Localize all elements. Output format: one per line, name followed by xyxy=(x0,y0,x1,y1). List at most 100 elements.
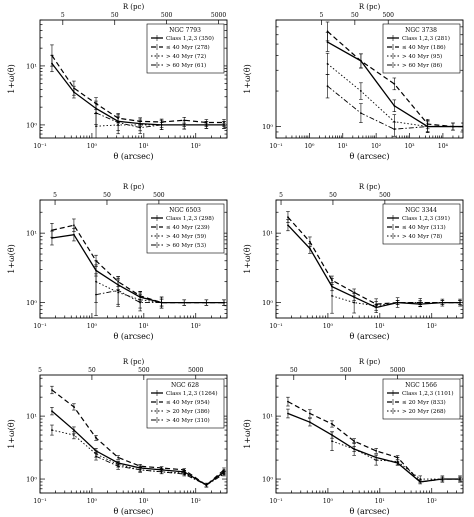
top-tick-label: 5000 xyxy=(390,367,405,374)
data-point xyxy=(441,478,444,480)
x-tick-label: 10³ xyxy=(404,143,415,150)
legend-entry: > 60 Myr (53) xyxy=(166,242,206,249)
legend-box xyxy=(382,23,461,74)
data-point xyxy=(287,400,289,403)
data-point xyxy=(73,434,75,436)
data-point xyxy=(183,473,186,475)
x-tick-label: 10⁴ xyxy=(438,143,449,150)
data-point xyxy=(353,448,356,450)
data-point xyxy=(393,82,396,85)
legend-entry: > 20 Myr (386) xyxy=(166,408,210,415)
x-tick-label: 10⁻¹ xyxy=(269,498,282,505)
top-tick-label: 500 xyxy=(382,12,394,19)
data-point xyxy=(360,90,362,92)
data-layer xyxy=(50,44,226,138)
y-tick-label: 10⁰ xyxy=(26,299,37,307)
legend-entry: Class 1,2,3 (350) xyxy=(166,35,214,42)
series-4 xyxy=(94,452,226,488)
x-tick-label: 10¹ xyxy=(338,143,348,150)
data-point xyxy=(51,429,53,431)
data-point xyxy=(95,111,97,114)
series-line xyxy=(287,412,460,483)
data-point xyxy=(139,126,142,129)
data-point xyxy=(51,54,53,57)
x-tick-label: 10¹ xyxy=(139,323,149,330)
series-3 xyxy=(50,424,226,488)
x-tick-label: 10⁰ xyxy=(87,323,98,330)
series-line xyxy=(51,429,225,486)
data-point xyxy=(309,421,311,424)
series-line xyxy=(287,401,460,483)
x-tick-label: 10² xyxy=(191,498,202,505)
data-point xyxy=(353,440,356,443)
data-point xyxy=(375,449,378,452)
data-point xyxy=(139,468,142,471)
data-point xyxy=(160,470,163,473)
data-point xyxy=(393,104,396,107)
top-tick-label: 5 xyxy=(279,192,283,199)
legend-entry: > 40 Myr (72) xyxy=(166,53,206,60)
data-point xyxy=(139,465,142,468)
series-line xyxy=(287,216,460,305)
data-point xyxy=(331,294,333,297)
series-1 xyxy=(286,408,462,485)
data-point xyxy=(331,440,333,443)
data-point xyxy=(117,121,120,124)
data-point xyxy=(205,301,208,304)
plot-frame xyxy=(275,19,464,139)
y-tick-label: 10¹ xyxy=(26,62,37,70)
x-tick-label: 10¹ xyxy=(375,323,385,330)
panel-title: NGC 628 xyxy=(171,382,199,389)
panel-title: NGC 1566 xyxy=(405,382,437,389)
legend-entry: > 40 Myr (78) xyxy=(402,233,442,240)
data-layer xyxy=(286,396,462,485)
series-4 xyxy=(94,100,226,134)
data-point xyxy=(360,112,362,115)
chart-panel-5: 10⁻¹ 10⁰ 10¹ 10² 10⁰ 10¹ 5 50 500 5000 R (pc) θ (ar… xyxy=(7,358,228,516)
data-point xyxy=(73,429,75,431)
top-tick-label: 500 xyxy=(153,192,165,199)
y-axis-label: 1+ω(θ) xyxy=(7,244,16,273)
legend-entry: > 60 Myr (86) xyxy=(402,62,442,69)
top-tick-label: 50 xyxy=(88,367,96,374)
data-point xyxy=(326,41,329,43)
data-layer xyxy=(325,21,463,137)
data-point xyxy=(459,301,461,304)
data-point xyxy=(309,412,311,415)
data-point xyxy=(462,125,463,128)
top-tick-label: 50 xyxy=(329,192,337,199)
panel-title: NGC 7793 xyxy=(169,27,201,34)
legend-entry: Class 1,2,3 (1264) xyxy=(166,390,218,397)
legend-entry: Class 1,2,3 (281) xyxy=(402,35,450,42)
series-line xyxy=(95,289,162,304)
legend-entry: > 40 Myr (95) xyxy=(402,53,442,60)
legend-entry: > 40 Myr (59) xyxy=(166,233,206,240)
panel-title: NGC 3344 xyxy=(405,207,437,214)
top-tick-label: 5 xyxy=(61,12,65,19)
plot-frame xyxy=(275,374,464,494)
series-4 xyxy=(325,74,430,137)
top-tick-label: 500 xyxy=(379,192,391,199)
data-point xyxy=(223,468,225,471)
data-point xyxy=(139,301,142,304)
data-point xyxy=(160,124,163,126)
x-tick-label: 10¹ xyxy=(139,498,149,505)
x-axis-label: θ (arcsec) xyxy=(114,152,154,161)
legend-box xyxy=(146,23,225,74)
data-point xyxy=(51,237,53,239)
legend-entry: > 20 Myr (268) xyxy=(402,408,446,415)
legend-entry: ≤ 40 Myr (186) xyxy=(402,44,446,51)
legend-entry: > 40 Myr (310) xyxy=(166,417,210,424)
data-point xyxy=(95,125,97,128)
plot-frame xyxy=(39,199,228,319)
legend-entry: Class 1,2,3 (298) xyxy=(166,215,214,222)
top-axis-label: R (pc) xyxy=(123,358,145,366)
data-point xyxy=(73,224,75,227)
legend-box xyxy=(146,378,225,429)
top-tick-label: 50 xyxy=(290,367,298,374)
data-point xyxy=(117,465,120,468)
data-point xyxy=(95,437,97,439)
data-layer xyxy=(286,211,462,314)
